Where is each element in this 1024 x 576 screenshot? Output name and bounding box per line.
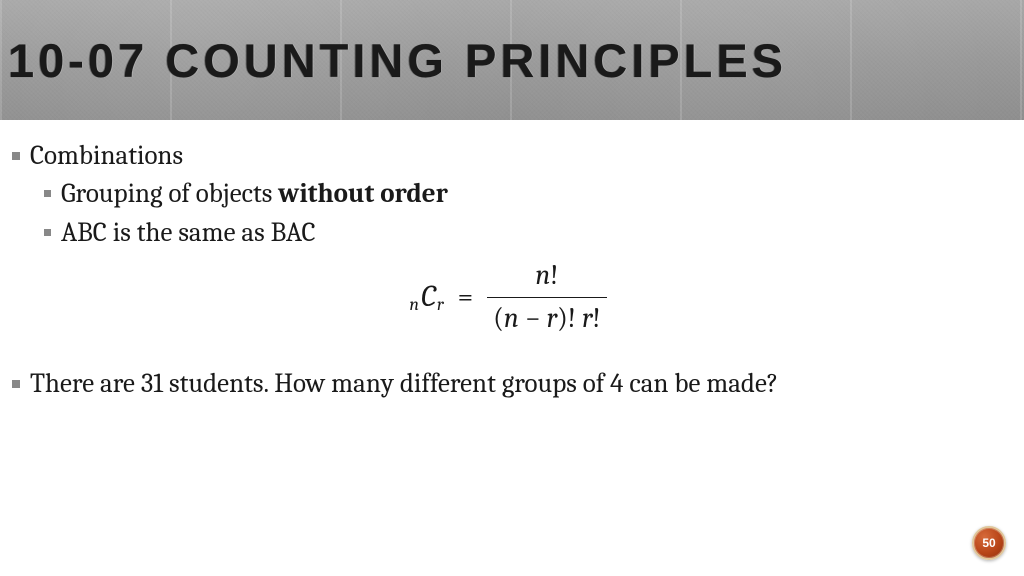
r-var: r [582, 302, 593, 334]
slide-content: Combinations Grouping of objects without… [0, 120, 1024, 402]
bullet-text: ABC is the same as BAC [61, 215, 316, 251]
formula-lhs: n C r [409, 277, 443, 318]
text-prefix: Grouping of objects [61, 178, 278, 209]
bullet-text: There are 31 students. How many differen… [30, 366, 778, 402]
n-var: n [535, 259, 550, 291]
formula-equals: = [458, 279, 474, 317]
bullet-text: Combinations [30, 138, 183, 174]
formula-sub-n: n [409, 293, 419, 317]
bullet-grouping: Grouping of objects without order [44, 176, 1004, 212]
page-number-badge: 50 [972, 526, 1006, 560]
bullet-icon [44, 229, 51, 236]
formula-numerator: n! [529, 257, 564, 297]
factorial: ! [593, 302, 601, 334]
formula-sub-r: r [437, 293, 444, 317]
minus: − [525, 302, 541, 334]
page-number: 50 [982, 536, 995, 550]
text-bold: without order [278, 178, 448, 209]
bullet-icon [12, 152, 20, 160]
paren: ( [493, 302, 504, 334]
r-var: r [547, 302, 558, 334]
combination-formula: n C r = n! (n − r)! r! [12, 257, 1004, 338]
bullet-question: There are 31 students. How many differen… [12, 366, 1004, 402]
formula-C: C [421, 277, 436, 318]
factorial: ! [550, 259, 558, 291]
formula-denominator: (n − r)! r! [487, 298, 606, 338]
slide-title: 10-07 COUNTING PRINCIPLES [8, 33, 787, 88]
bullet-combinations: Combinations [12, 138, 1004, 174]
formula-fraction: n! (n − r)! r! [487, 257, 606, 338]
paren-fact: )! [557, 302, 582, 334]
bullet-icon [12, 380, 20, 388]
n-var: n [504, 302, 519, 334]
slide-header: 10-07 COUNTING PRINCIPLES [0, 0, 1024, 120]
bullet-text: Grouping of objects without order [61, 176, 448, 212]
bullet-icon [44, 190, 51, 197]
bullet-abc: ABC is the same as BAC [44, 215, 1004, 251]
